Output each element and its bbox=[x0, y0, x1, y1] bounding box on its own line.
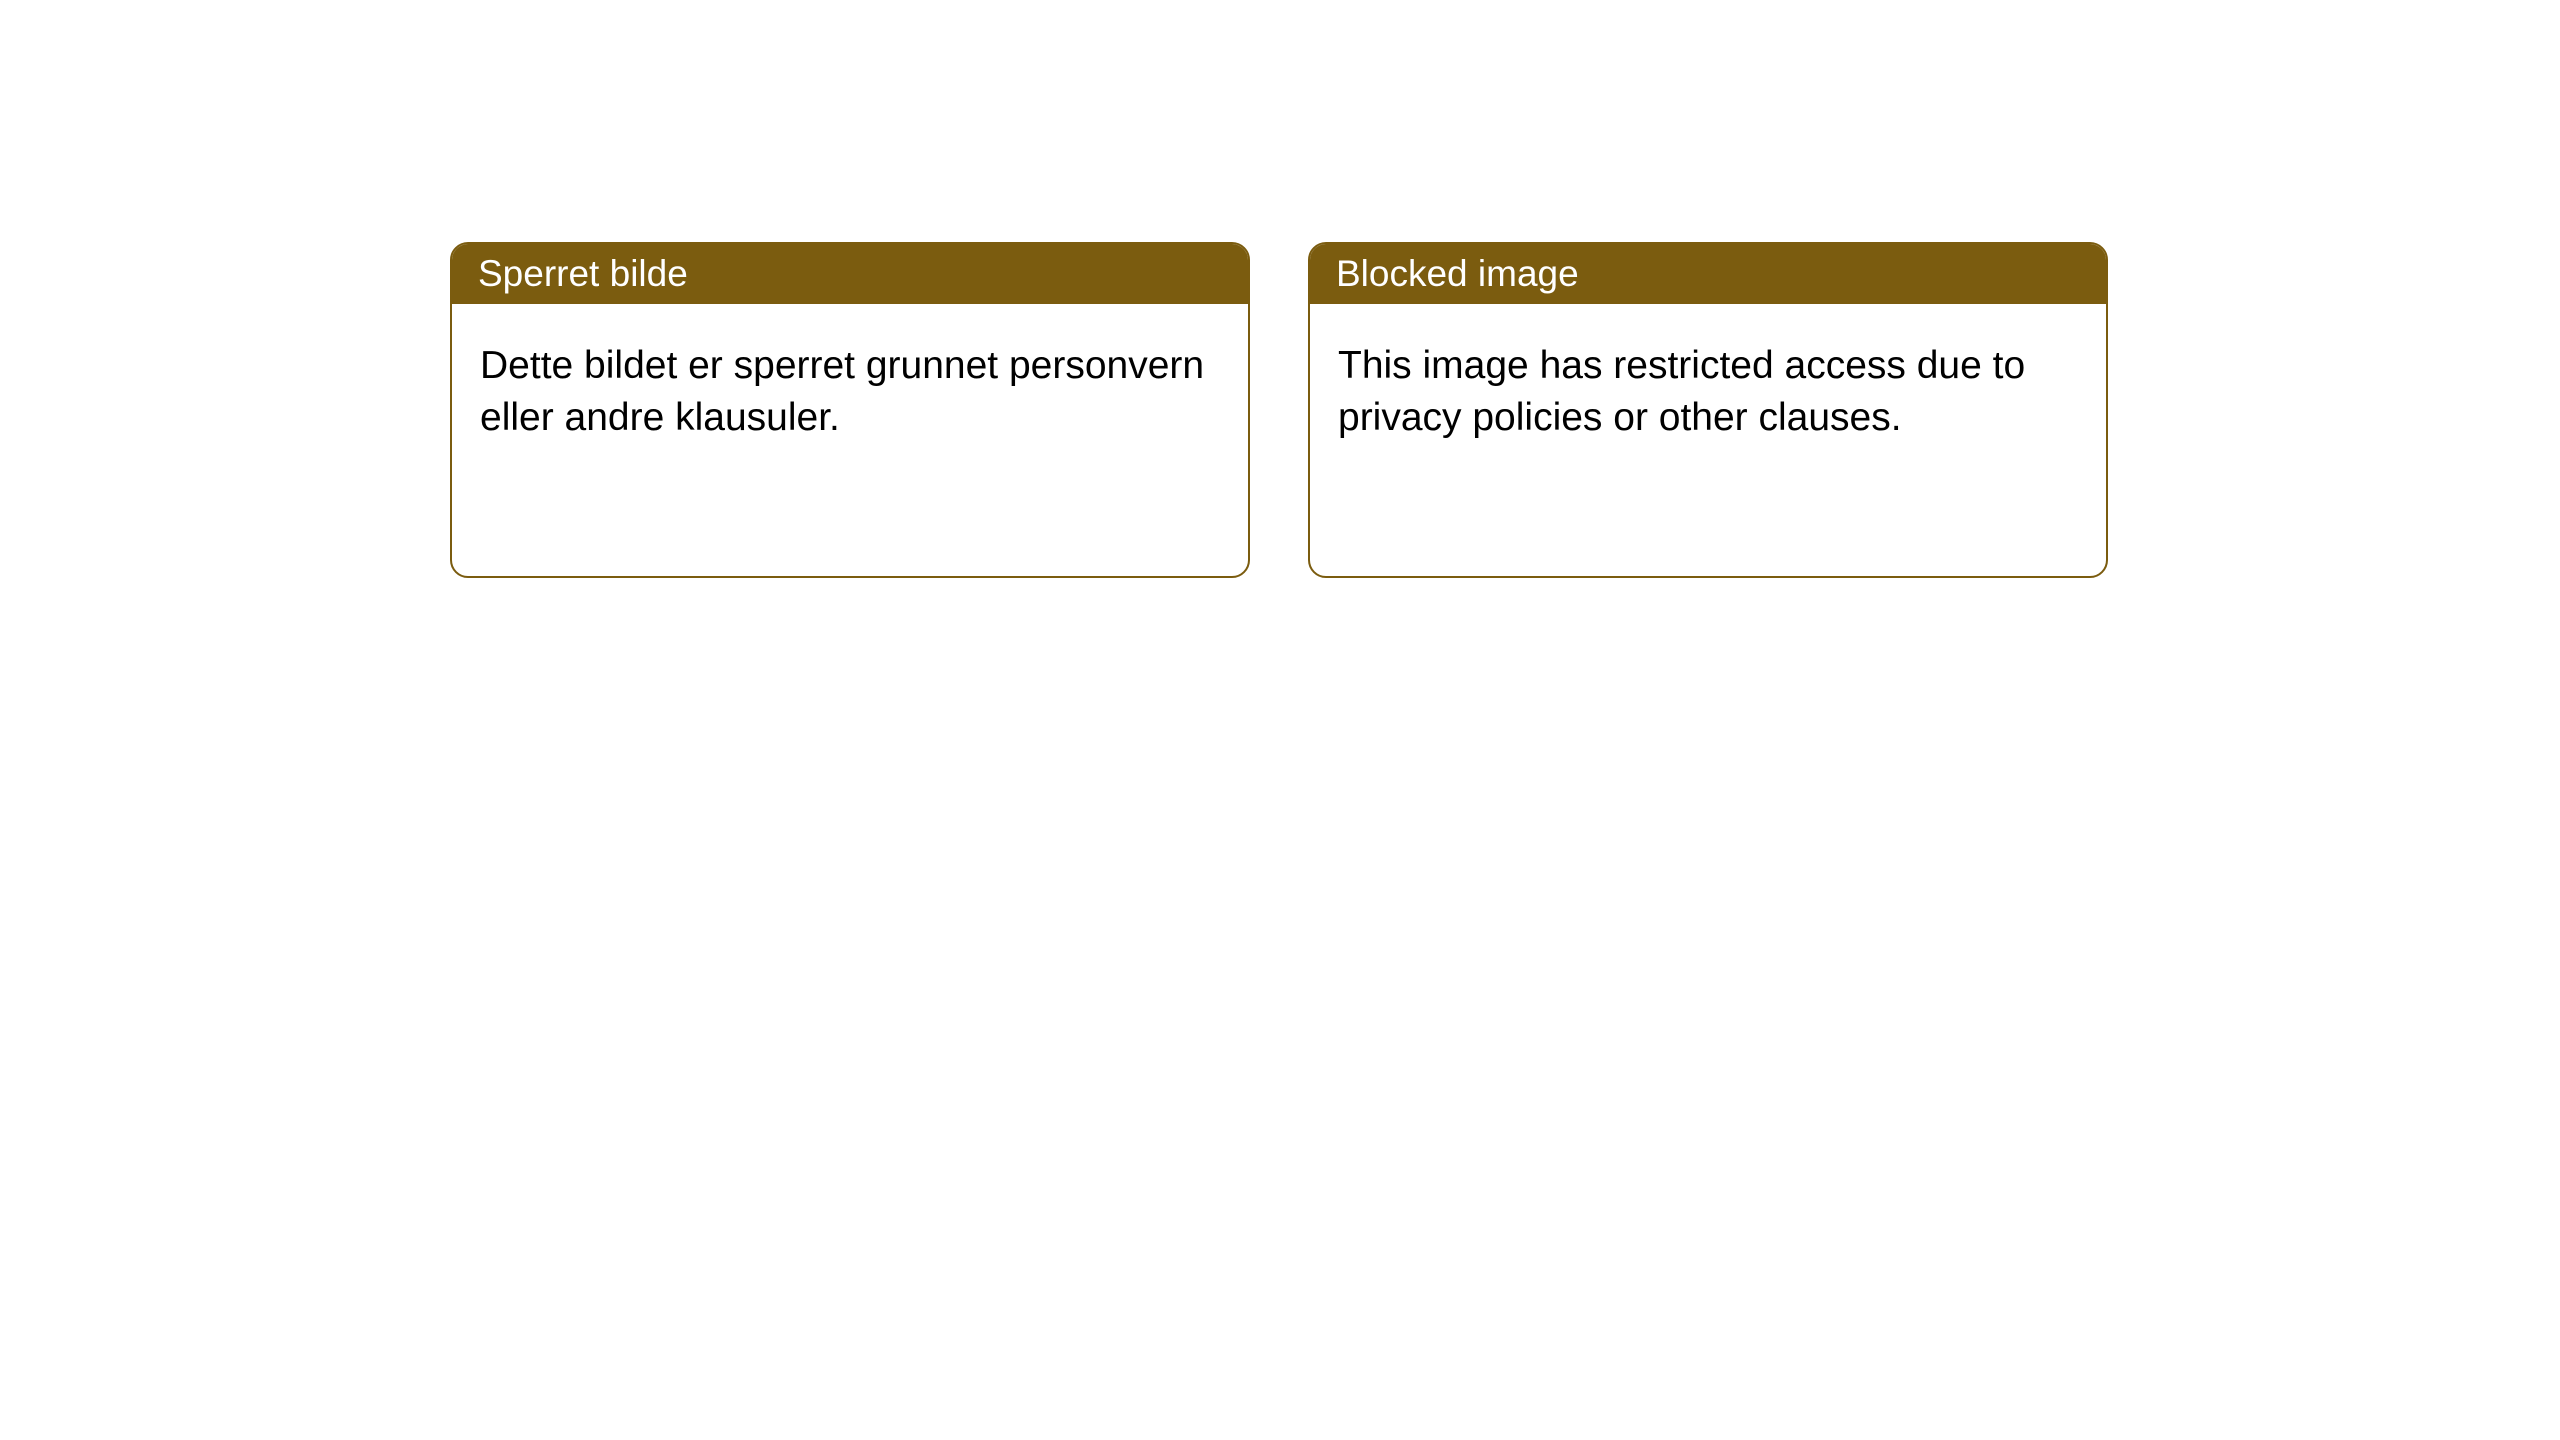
card-body: This image has restricted access due to … bbox=[1310, 304, 2106, 480]
card-header-text: Sperret bilde bbox=[478, 253, 688, 295]
card-header-text: Blocked image bbox=[1336, 253, 1579, 295]
card-body-text: This image has restricted access due to … bbox=[1338, 340, 2078, 444]
card-header: Blocked image bbox=[1310, 244, 2106, 304]
card-header: Sperret bilde bbox=[452, 244, 1248, 304]
notice-card-norwegian: Sperret bilde Dette bildet er sperret gr… bbox=[450, 242, 1250, 578]
card-body: Dette bildet er sperret grunnet personve… bbox=[452, 304, 1248, 480]
notice-cards-container: Sperret bilde Dette bildet er sperret gr… bbox=[450, 242, 2108, 578]
card-body-text: Dette bildet er sperret grunnet personve… bbox=[480, 340, 1220, 444]
notice-card-english: Blocked image This image has restricted … bbox=[1308, 242, 2108, 578]
